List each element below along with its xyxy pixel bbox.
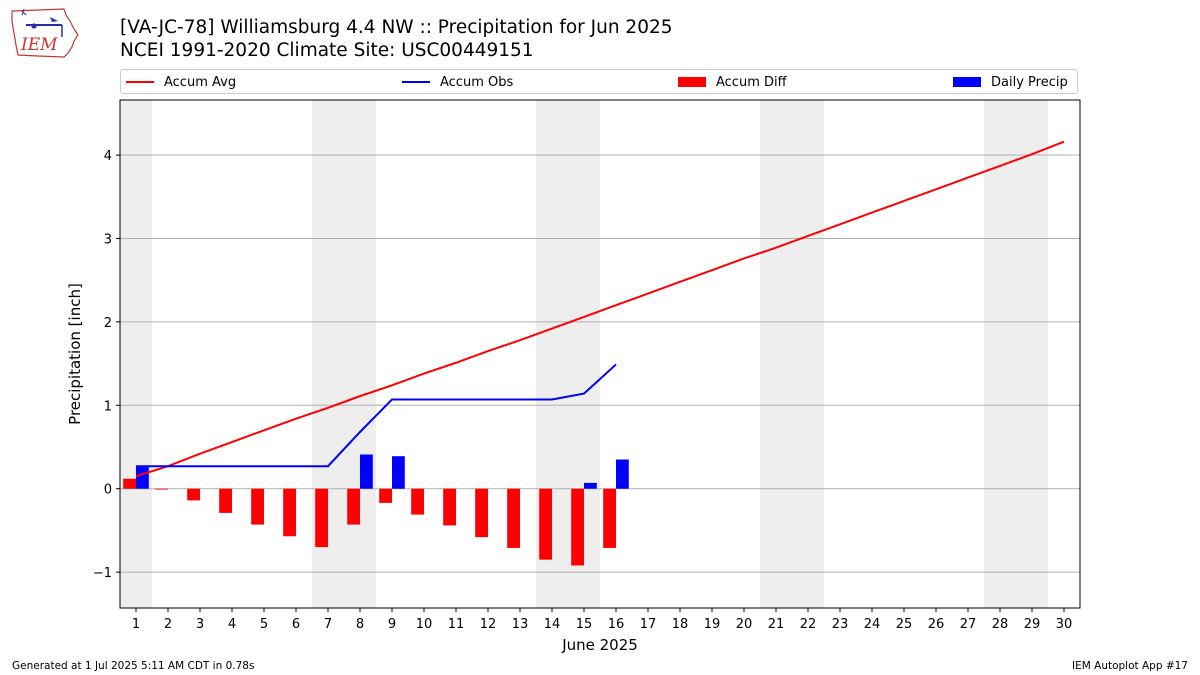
legend-swatch-accum-obs <box>402 81 430 83</box>
accum-diff-bar-3 <box>187 488 200 501</box>
accum-diff-bar-7 <box>315 488 328 548</box>
x-tick-label-8: 8 <box>356 617 364 632</box>
legend-item-daily-precip: Daily Precip <box>953 74 1068 90</box>
daily-precip-bar-1 <box>136 466 149 489</box>
footer-app: IEM Autoplot App #17 <box>1072 660 1188 672</box>
y-axis-label: Precipitation [inch] <box>66 283 84 425</box>
legend-item-accum-obs: Accum Obs <box>402 74 513 90</box>
x-tick-label-27: 27 <box>960 617 977 632</box>
x-tick-label-9: 9 <box>388 617 396 632</box>
x-tick-label-5: 5 <box>260 617 268 632</box>
y-tick-label--1: −1 <box>93 566 112 581</box>
iem-logo-icon: IEM <box>11 8 79 58</box>
y-tick-label-3: 3 <box>104 232 112 247</box>
daily-precip-bar-15 <box>584 482 597 489</box>
x-tick-label-24: 24 <box>864 617 881 632</box>
x-tick-label-13: 13 <box>512 617 529 632</box>
daily-precip-bar-8 <box>360 454 373 489</box>
x-tick-label-2: 2 <box>164 617 172 632</box>
legend-label-accum-obs: Accum Obs <box>440 74 514 90</box>
x-tick-label-18: 18 <box>672 617 689 632</box>
x-tick-label-14: 14 <box>544 617 561 632</box>
x-tick-label-25: 25 <box>896 617 913 632</box>
x-tick-label-30: 30 <box>1056 617 1073 632</box>
y-tick-label-0: 0 <box>104 483 112 498</box>
legend-item-accum-diff: Accum Diff <box>678 74 787 90</box>
accum-diff-bar-4 <box>219 488 232 513</box>
x-tick-label-11: 11 <box>448 617 465 632</box>
daily-precip-bar-16 <box>616 459 629 489</box>
legend-label-accum-avg: Accum Avg <box>164 74 237 90</box>
weekend-shade-4 <box>984 100 1048 608</box>
accum-diff-bar-8 <box>347 488 360 525</box>
x-tick-label-20: 20 <box>736 617 753 632</box>
logo-wordmark: IEM <box>20 35 58 55</box>
chart-title: [VA-JC-78] Williamsburg 4.4 NW :: Precip… <box>120 17 673 38</box>
weekend-shade-0 <box>120 100 152 608</box>
x-tick-label-10: 10 <box>416 617 433 632</box>
x-tick-label-1: 1 <box>132 617 140 632</box>
x-tick-label-16: 16 <box>608 617 625 632</box>
accum-diff-bar-9 <box>379 488 392 503</box>
accum-diff-bar-12 <box>475 488 488 538</box>
x-tick-label-22: 22 <box>800 617 817 632</box>
legend-swatch-daily-precip <box>953 77 981 87</box>
x-tick-label-17: 17 <box>640 617 657 632</box>
accum-diff-bar-13 <box>507 488 520 548</box>
x-tick-label-21: 21 <box>768 617 785 632</box>
footer-generated: Generated at 1 Jul 2025 5:11 AM CDT in 0… <box>12 660 255 672</box>
y-tick-label-4: 4 <box>104 149 112 164</box>
chart-subtitle: NCEI 1991-2020 Climate Site: USC00449151 <box>120 40 534 61</box>
accum-obs-line <box>136 363 617 468</box>
x-tick-label-7: 7 <box>324 617 332 632</box>
accum-diff-bar-2 <box>155 488 168 490</box>
accum-diff-bar-14 <box>539 488 552 560</box>
plot-frame <box>119 99 1081 609</box>
y-tick-label-1: 1 <box>104 399 112 414</box>
accum-diff-bar-11 <box>443 488 456 526</box>
accum-diff-bar-10 <box>411 488 424 515</box>
x-tick-label-19: 19 <box>704 617 721 632</box>
chart-legend: Accum Avg Accum Obs Accum Diff Daily Pre… <box>120 69 1078 94</box>
x-axis-label: June 2025 <box>561 636 638 654</box>
accum-avg-line <box>135 140 1065 478</box>
x-tick-label-23: 23 <box>832 617 849 632</box>
x-tick-label-12: 12 <box>480 617 497 632</box>
x-tick-label-4: 4 <box>228 617 236 632</box>
accum-diff-bar-5 <box>251 488 264 525</box>
legend-item-accum-avg: Accum Avg <box>126 74 236 90</box>
x-tick-label-28: 28 <box>992 617 1009 632</box>
legend-swatch-accum-diff <box>678 77 706 87</box>
daily-precip-bar-9 <box>392 456 405 489</box>
x-tick-label-6: 6 <box>292 617 300 632</box>
x-tick-label-3: 3 <box>196 617 204 632</box>
x-tick-label-29: 29 <box>1024 617 1041 632</box>
legend-label-accum-diff: Accum Diff <box>716 74 787 90</box>
accum-diff-bar-15 <box>571 488 584 566</box>
legend-label-daily-precip: Daily Precip <box>991 74 1068 90</box>
accum-diff-bar-1 <box>123 478 136 489</box>
y-tick-label-2: 2 <box>104 316 112 331</box>
accum-diff-bar-16 <box>603 488 616 548</box>
weekend-shade-3 <box>760 100 824 608</box>
x-tick-label-15: 15 <box>576 617 593 632</box>
accum-diff-bar-6 <box>283 488 296 537</box>
legend-swatch-accum-avg <box>126 81 154 83</box>
x-tick-label-26: 26 <box>928 617 945 632</box>
